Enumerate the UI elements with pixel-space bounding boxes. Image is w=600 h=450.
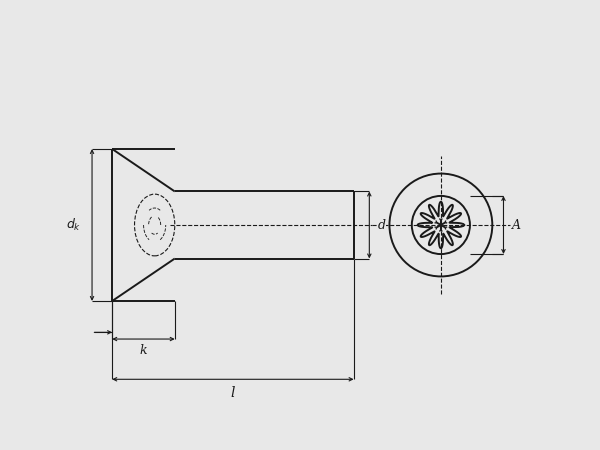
Text: k: k: [140, 344, 147, 357]
Text: l: l: [230, 386, 235, 400]
Text: $d_k$: $d_k$: [65, 217, 81, 233]
Text: A: A: [512, 219, 521, 231]
Text: d: d: [377, 219, 385, 231]
